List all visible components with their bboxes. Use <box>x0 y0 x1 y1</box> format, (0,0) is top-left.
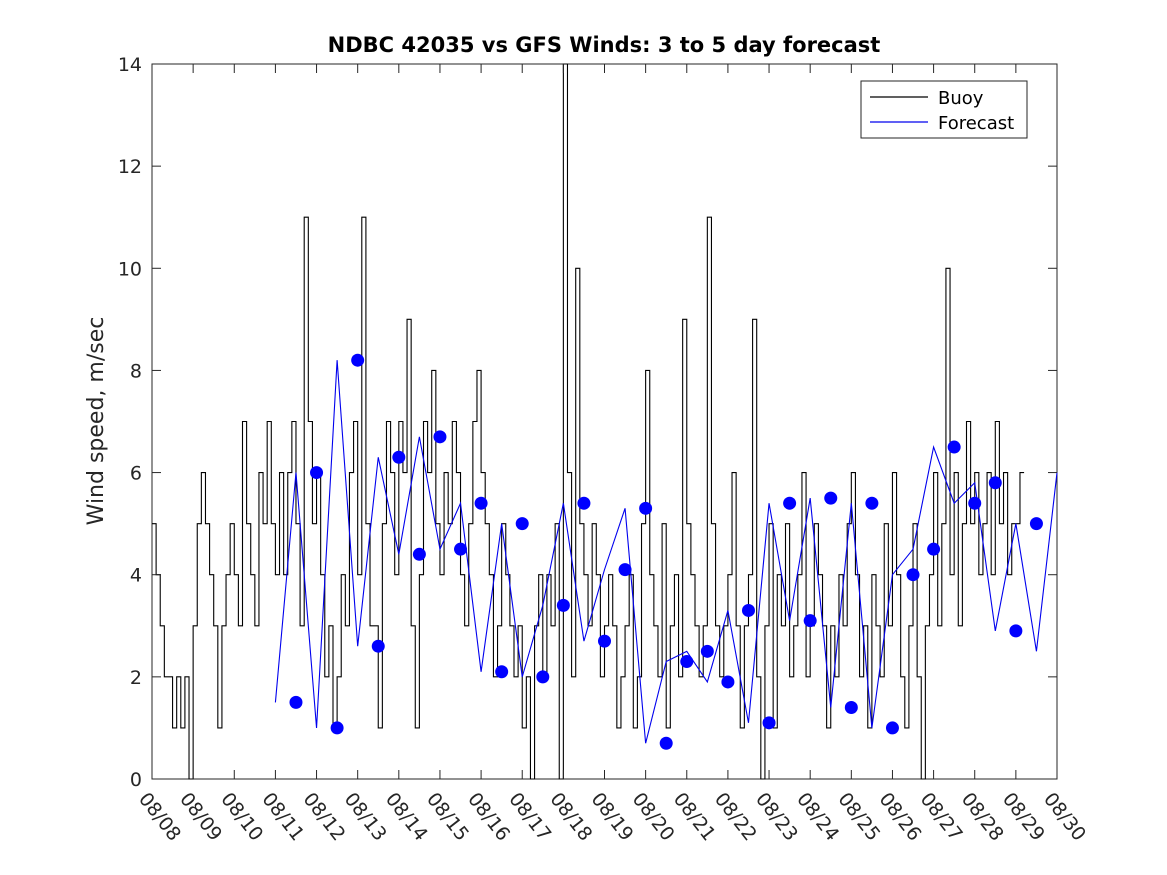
forecast-marker <box>515 517 529 531</box>
chart-title: NDBC 42035 vs GFS Winds: 3 to 5 day fore… <box>328 33 881 57</box>
y-tick-label: 14 <box>118 54 142 76</box>
forecast-marker <box>556 598 570 612</box>
forecast-marker <box>598 634 611 648</box>
y-tick-label: 2 <box>130 667 142 689</box>
forecast-marker <box>577 496 591 510</box>
forecast-marker <box>844 701 858 714</box>
y-axis-label: Wind speed, m/sec <box>84 317 109 526</box>
y-tick-label: 4 <box>130 565 142 587</box>
forecast-marker <box>618 563 632 577</box>
forecast-marker <box>495 665 509 679</box>
forecast-marker <box>680 655 694 669</box>
forecast-marker <box>392 450 406 464</box>
marker-layer <box>289 353 1043 750</box>
forecast-marker <box>700 644 714 658</box>
forecast-marker <box>783 496 797 510</box>
forecast-marker <box>803 614 817 628</box>
forecast-marker <box>310 466 324 480</box>
series-layer <box>152 63 1058 780</box>
forecast-marker <box>865 496 879 510</box>
forecast-marker <box>885 721 899 735</box>
forecast-marker <box>371 639 385 653</box>
forecast-marker <box>433 430 447 444</box>
forecast-marker <box>1029 517 1043 531</box>
forecast-marker <box>351 353 365 367</box>
legend: Buoy Forecast <box>860 80 1028 139</box>
y-tick-label: 6 <box>130 463 142 485</box>
legend-buoy-label: Buoy <box>938 88 984 109</box>
forecast-marker <box>659 736 673 750</box>
forecast-marker <box>412 547 426 561</box>
forecast-marker <box>721 675 735 689</box>
legend-box <box>860 80 1028 139</box>
forecast-marker <box>988 476 1002 490</box>
forecast-marker <box>330 721 344 735</box>
y-tick-label: 10 <box>118 258 142 280</box>
forecast-marker <box>289 695 303 709</box>
y-tick-label: 0 <box>130 769 142 791</box>
forecast-marker <box>906 568 920 582</box>
forecast-marker <box>1009 624 1023 638</box>
forecast-marker <box>454 542 468 556</box>
forecast-marker <box>968 496 982 510</box>
y-tick-label: 12 <box>118 156 142 178</box>
y-tick-label: 8 <box>130 360 142 382</box>
forecast-marker <box>927 542 941 556</box>
forecast-marker <box>947 440 961 454</box>
forecast-marker <box>536 670 550 684</box>
forecast-marker <box>474 496 488 510</box>
forecast-marker <box>639 501 653 515</box>
forecast-marker <box>741 603 755 617</box>
legend-forecast-label: Forecast <box>938 113 1014 134</box>
forecast-marker <box>824 491 838 505</box>
forecast-marker <box>762 716 776 730</box>
series-line-forecast <box>274 360 1058 744</box>
